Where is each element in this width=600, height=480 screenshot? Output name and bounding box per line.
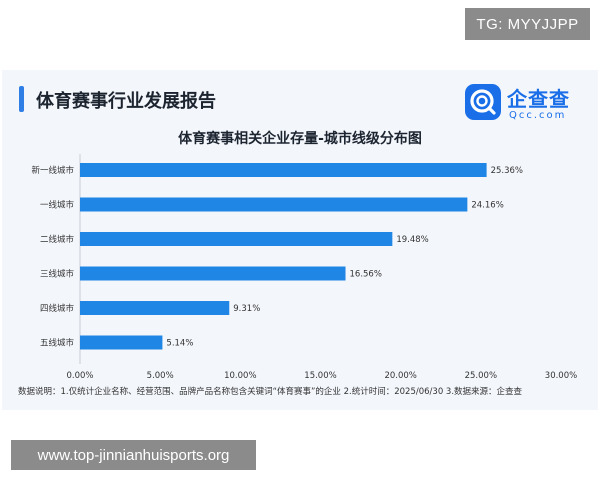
data-label: 19.48% [396,235,428,245]
category-label: 新一线城市 [31,165,74,176]
qcc-logo: 企查查 Qcc.com [465,82,580,126]
report-title: 体育赛事行业发展报告 [36,91,216,112]
watermark-top-badge: TG: MYYJJPP [465,8,590,40]
x-tick-label: 5.00% [147,371,174,381]
bar [80,266,346,281]
category-label: 一线城市 [40,200,75,211]
data-label: 5.14% [166,339,193,349]
data-label: 9.31% [233,304,260,314]
bar [80,163,487,177]
x-tick-label: 30.00% [545,371,577,381]
category-label: 五线城市 [40,338,75,349]
bar [80,232,393,246]
bar [80,301,230,315]
bar-chart: 新一线城市 25.36% 一线城市 24.16% 二线城市 19.48% 三线城市 16.56… [31,154,577,381]
category-label: 二线城市 [40,234,75,245]
bar [80,197,468,212]
title-accent-bar [19,86,24,112]
bar [80,335,163,350]
category-label: 三线城市 [40,269,75,280]
x-tick-label: 0.00% [66,371,93,381]
data-label: 24.16% [471,201,503,211]
data-footnote: 数据说明：1.仅统计企业名称、经营范围、品牌产品名称包含关键词“体育赛事”的企业… [18,387,523,397]
qcc-logo-icon [465,84,501,120]
report-card: 体育赛事行业发展报告 企查查 Qcc.com 体育赛事相关企业存量-城市线级分布… [2,70,598,410]
x-tick-label: 15.00% [304,371,336,381]
x-tick-label: 25.00% [465,371,497,381]
chart-title: 体育赛事相关企业存量-城市线级分布图 [178,131,422,147]
data-label: 16.56% [350,270,382,280]
data-label: 25.36% [491,166,523,176]
x-tick-label: 20.00% [384,371,416,381]
x-tick-label: 10.00% [224,371,256,381]
logo-name: 企查查 [507,87,570,111]
category-label: 四线城市 [40,303,75,314]
logo-domain: Qcc.com [509,110,567,121]
watermark-url-badge: www.top-jinnianhuisports.org [11,440,256,470]
